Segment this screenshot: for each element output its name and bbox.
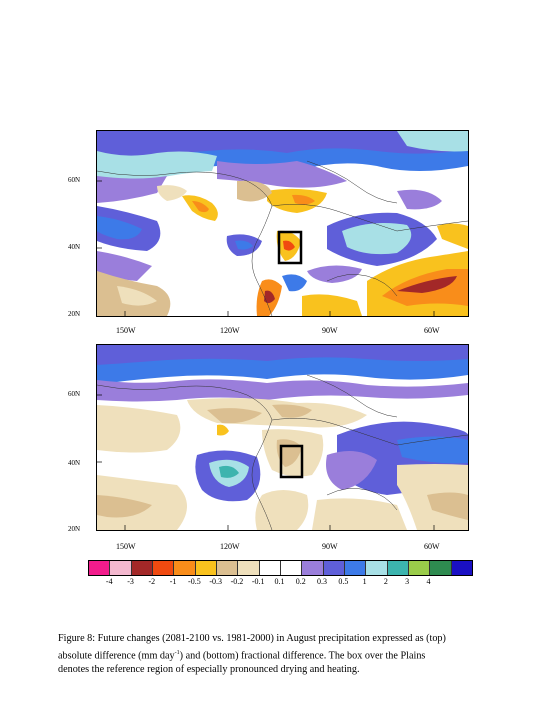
legend-swatch xyxy=(323,561,345,575)
legend-swatch xyxy=(259,561,281,575)
bottom-lon-label-120w: 120W xyxy=(220,542,240,551)
bottom-precip-fractional-map xyxy=(97,345,468,530)
legend-swatch xyxy=(387,561,409,575)
top-lon-label-120w: 120W xyxy=(220,326,240,335)
legend-tick-label: -2 xyxy=(148,577,156,586)
top-precip-absolute-map xyxy=(97,131,468,316)
caption-unit-superscript: -1 xyxy=(174,650,180,656)
legend-swatch xyxy=(195,561,217,575)
top-lat-label-20n: 20N xyxy=(68,310,81,318)
top-lon-label-90w: 90W xyxy=(322,326,338,335)
legend-swatch xyxy=(302,561,324,575)
legend-tick-label: 3 xyxy=(405,577,410,586)
legend-swatch xyxy=(174,561,196,575)
caption-line-2a: absolute difference (mm day xyxy=(58,650,175,662)
bottom-lat-label-60n: 60N xyxy=(68,390,81,398)
legend-swatch xyxy=(344,561,367,575)
caption-line-3: denotes the reference region of especial… xyxy=(58,664,360,676)
legend-swatch xyxy=(238,561,260,575)
plains-reference-box-top xyxy=(277,230,303,265)
legend-swatch xyxy=(366,561,388,575)
legend-tick-label: -0.2 xyxy=(230,577,244,586)
legend-tick-label: -1 xyxy=(169,577,177,586)
legend-swatch xyxy=(408,561,431,575)
legend-swatch xyxy=(131,561,153,575)
legend-tick-label: -0.3 xyxy=(209,577,222,586)
legend-tick-label: 2 xyxy=(383,577,388,586)
bottom-lon-label-90w: 90W xyxy=(322,542,338,551)
bottom-map-panel xyxy=(96,344,469,531)
legend-tick-label: 0.3 xyxy=(317,577,328,586)
top-lat-label-40n: 40N xyxy=(68,243,81,251)
legend-swatch xyxy=(216,561,239,575)
legend-swatch xyxy=(152,561,175,575)
bottom-lon-label-60w: 60W xyxy=(424,542,440,551)
legend-tick-label: -3 xyxy=(127,577,134,586)
figure-caption: Figure 8: Future changes (2081-2100 vs. … xyxy=(58,632,528,677)
color-scale-tick-labels: -4 -3 -2 -1 -0.5 -0.3 -0.2 -0.1 0.1 0.2 0.3 0.5 1 2 3 4 xyxy=(106,577,458,589)
legend-tick-label: 0.2 xyxy=(295,577,306,586)
bottom-lat-label-20n: 20N xyxy=(68,525,81,533)
legend-tick-label: 4 xyxy=(426,577,431,586)
color-scale-legend xyxy=(88,560,473,576)
legend-swatch xyxy=(430,561,452,575)
legend-tick-label: 0.5 xyxy=(338,577,349,586)
top-lon-label-150w: 150W xyxy=(116,326,136,335)
top-lon-label-60w: 60W xyxy=(424,326,440,335)
caption-line-2b: ) and (bottom) fractional difference. Th… xyxy=(179,650,426,662)
top-lat-label-60n: 60N xyxy=(68,176,81,184)
legend-swatch xyxy=(89,561,111,575)
legend-swatch xyxy=(451,561,472,575)
legend-swatch xyxy=(280,561,303,575)
bottom-lon-label-150w: 150W xyxy=(116,542,136,551)
legend-tick-label: 0.1 xyxy=(274,577,285,586)
legend-tick-label: -0.1 xyxy=(251,577,265,586)
legend-tick-label: -4 xyxy=(105,577,113,586)
top-map-panel xyxy=(96,130,469,317)
plains-reference-box-bottom xyxy=(279,444,304,479)
legend-tick-label: -0.5 xyxy=(188,577,201,586)
caption-line-1: Figure 8: Future changes (2081-2100 vs. … xyxy=(58,633,446,644)
legend-tick-label: 1 xyxy=(362,577,367,586)
legend-swatch xyxy=(110,561,132,575)
bottom-lat-label-40n: 40N xyxy=(68,459,81,467)
